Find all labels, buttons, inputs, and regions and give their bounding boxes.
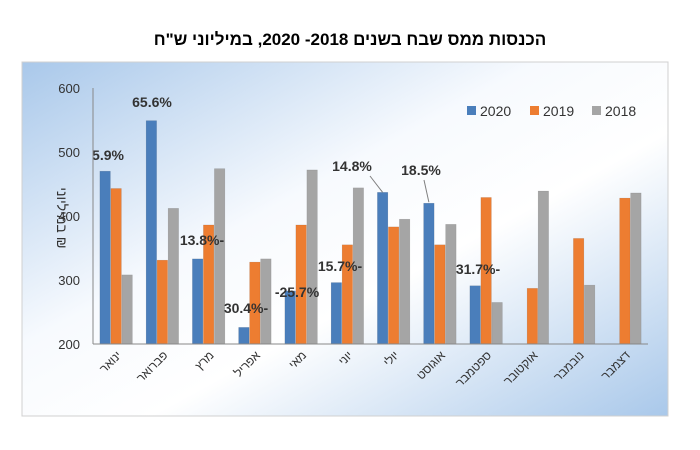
change-label: 18.5% <box>401 162 441 178</box>
bar-2019 <box>573 238 585 345</box>
bar-2019 <box>526 288 538 345</box>
change-label: 13.8%- <box>180 232 225 248</box>
bar-2020 <box>238 327 250 345</box>
leader-line <box>369 175 384 193</box>
bar-2018 <box>445 224 457 345</box>
legend-swatch-2020 <box>467 106 476 115</box>
y-tick-label: 400 <box>58 209 80 224</box>
bar-2019 <box>388 226 400 345</box>
bar-2019 <box>110 188 122 345</box>
y-tick-label: 300 <box>58 273 80 288</box>
bar-2018 <box>537 190 549 345</box>
bar-2020 <box>377 192 389 345</box>
change-label: 30.4%- <box>224 300 269 316</box>
y-tick-label: 500 <box>58 145 80 160</box>
bar-2018 <box>214 168 226 345</box>
bar-2019 <box>619 197 631 345</box>
bar-2020 <box>192 258 204 345</box>
change-label: 15.7%- <box>318 258 363 274</box>
bar-2018 <box>306 169 318 345</box>
y-tick-label: 200 <box>58 337 80 352</box>
bar-2018 <box>630 192 642 345</box>
bar-2020 <box>330 282 342 345</box>
chart-title: הכנסות ממס שבח בשנים 2018- 2020, במיליונ… <box>153 30 547 49</box>
legend-swatch-2019 <box>530 106 539 115</box>
bar-2020 <box>99 170 111 345</box>
change-label: 14.8% <box>332 158 372 174</box>
change-label: 31.7%- <box>456 261 501 277</box>
bar-2019 <box>434 244 446 345</box>
y-axis-label: במיליוני ₪ <box>54 187 70 248</box>
y-tick-label: 600 <box>58 81 80 96</box>
plot-background <box>21 61 669 417</box>
bar-2018 <box>121 274 133 345</box>
legend-label: 2019 <box>543 103 574 119</box>
bar-2020 <box>145 120 157 345</box>
bar-2018 <box>167 208 179 345</box>
legend-label: 2020 <box>480 103 511 119</box>
bar-2019 <box>156 259 168 345</box>
legend-label: 2018 <box>605 103 636 119</box>
legend-swatch-2018 <box>592 106 601 115</box>
bar-2018 <box>584 284 596 345</box>
bar-2018 <box>399 218 411 345</box>
change-label: 65.6% <box>132 94 172 110</box>
change-label: -25.7% <box>275 284 320 300</box>
bar-2020 <box>423 202 435 345</box>
leader-line <box>423 179 430 203</box>
bar-2020 <box>469 285 481 345</box>
bar-2018 <box>491 302 503 345</box>
change-label: 5.9% <box>92 147 124 163</box>
